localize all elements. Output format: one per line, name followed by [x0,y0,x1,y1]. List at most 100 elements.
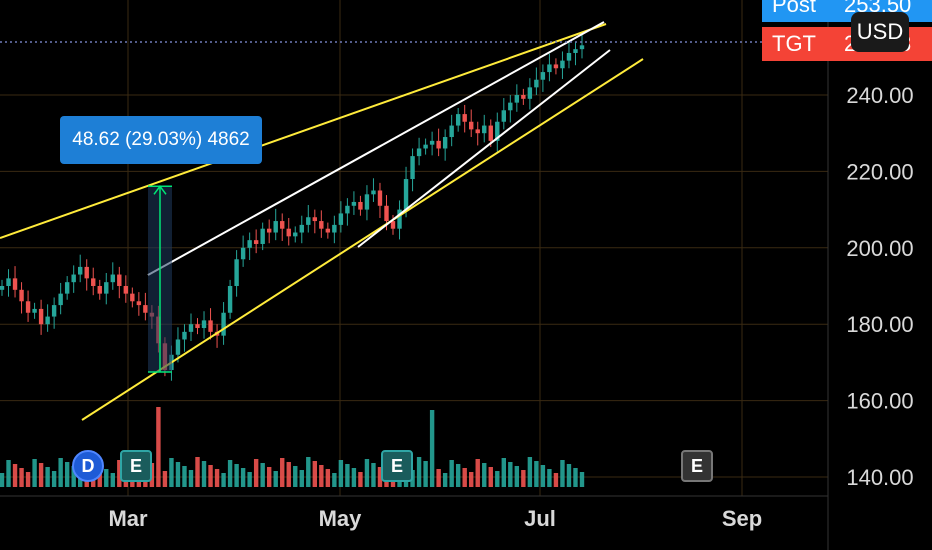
volume-bar [12,464,18,487]
candle-body [306,217,311,225]
candle-body [475,129,480,134]
volume-bar [332,473,337,487]
volume-bar [423,461,428,487]
volume-bar [573,468,578,487]
candle-body [253,240,259,244]
candle-body [501,110,506,122]
volume-bar [25,472,31,487]
measure-tool[interactable] [148,185,172,373]
price-tick-label: 240.00 [846,83,913,108]
volume-bar [201,461,207,487]
candle-body [442,137,448,149]
candle-body [462,114,467,122]
candle-body [377,190,383,206]
volume-bar [104,469,109,487]
month-tick-label: Jul [524,506,556,531]
earnings-event-icon[interactable]: E [381,450,413,482]
volume-bar [442,473,448,487]
volume-bar [377,467,383,487]
price-tick-label: 160.00 [846,389,913,414]
measure-arrow-head [153,185,167,195]
candle-body [84,266,89,279]
volume-bar [188,470,194,487]
candle-body [573,49,578,53]
time-axis: Mar May Jul Sep [108,506,762,531]
volume-bar [240,468,246,487]
currency-button[interactable]: USD [851,12,909,52]
candle-body [12,278,18,290]
volume-bar [247,472,252,487]
volume-bar [579,472,585,487]
candle-body [299,224,304,233]
volume-bar [260,463,265,487]
candle-body [390,221,396,229]
volume-bar [345,464,350,487]
volume-bar [325,469,331,487]
candle-body [110,274,115,283]
volume-bar [312,461,318,487]
candle-body [143,305,148,313]
candle-body [410,156,415,180]
lower-channel-line [81,58,644,421]
volume-bar [299,470,304,487]
volume-bar [358,472,363,487]
candle-body [351,201,357,206]
candle-body [266,228,272,233]
candle-body [234,259,239,286]
candle-body [429,140,435,145]
candle-body [201,320,207,329]
candle-body [332,224,337,233]
price-tick-label: 140.00 [846,465,913,490]
candle-body [19,289,24,302]
volume-bar [482,463,487,487]
candle-body [449,125,454,138]
volume-bar [208,465,213,487]
volume-bar [58,458,63,487]
volume-bar [534,461,539,487]
candle-body [78,266,83,275]
inner-lower-line [357,49,611,248]
volume-bar [117,460,122,487]
volume-bar [371,463,376,487]
volume-bar [560,460,565,487]
volume-bar [0,473,5,487]
volume-bar [514,466,520,487]
candle-body [566,52,572,61]
volume-bar [469,472,474,487]
upcoming-earnings-icon[interactable]: E [681,450,713,482]
symbol-tag-name: TGT [772,31,816,56]
candle-body [514,95,520,103]
candle-body [560,60,565,69]
candle-body [64,282,70,294]
earnings-event-icon[interactable]: E [120,450,152,482]
volume-bar [547,469,552,487]
candle-body [423,144,428,149]
dividend-event-icon[interactable]: D [72,450,104,482]
volume-bar [169,458,174,487]
candle-body [188,324,194,332]
candle-body [384,205,389,222]
volume-bar [227,460,233,487]
volume-bar [495,471,500,487]
candle-body [397,209,402,229]
candle-body [312,217,318,222]
candle-body [227,286,233,313]
candle-body [240,247,246,260]
volume-bar [32,459,37,487]
volume-bar [110,473,115,487]
volume-bar [553,473,559,487]
candle-body [6,278,11,286]
candle-body [527,87,533,99]
candle-body [247,240,252,248]
volume-bar [6,460,11,487]
candle-body [45,316,50,325]
volume-bar [416,457,422,487]
volume-bar [455,464,461,487]
candle-body [488,125,493,141]
candle-body [325,228,331,233]
chart-grid [0,0,828,496]
month-tick-label: Mar [108,506,148,531]
candle-body [117,274,122,286]
volume-bar [338,460,344,487]
volume-bar [182,466,187,487]
